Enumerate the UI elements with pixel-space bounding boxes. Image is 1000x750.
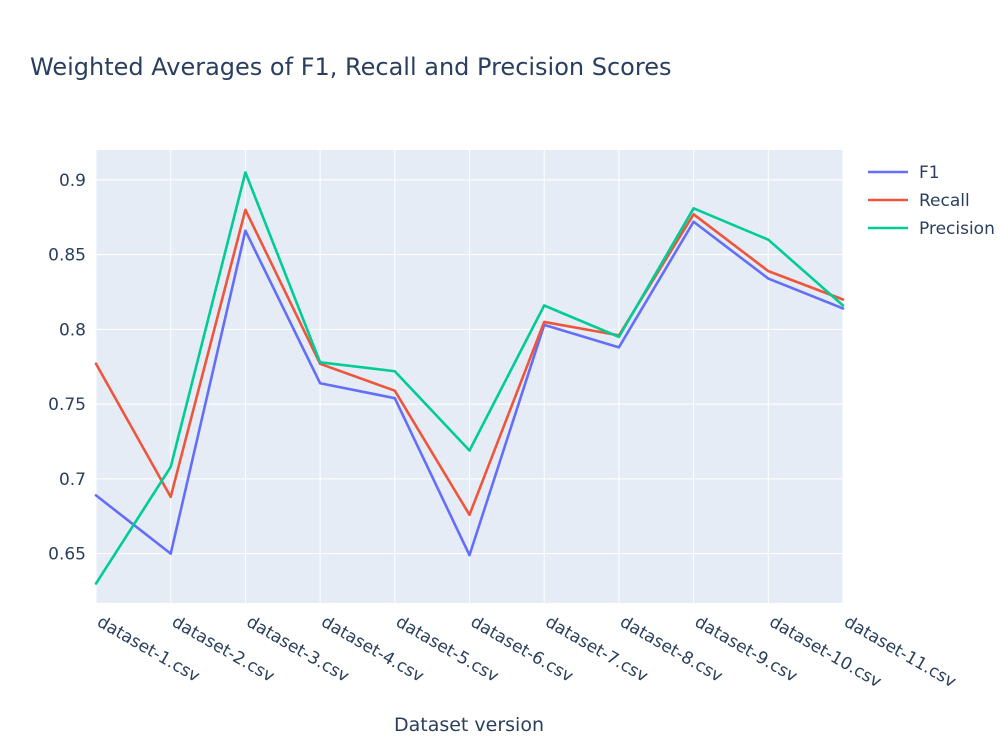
legend-label: Recall [919, 191, 970, 211]
series-line-recall[interactable] [94, 208, 845, 517]
x-axis-ticks: dataset-1.csvdataset-2.csvdataset-3.csvd… [94, 612, 960, 692]
legend-label: Precision [919, 219, 995, 239]
legend-item-f1[interactable]: F1 [868, 163, 940, 183]
chart-title: Weighted Averages of F1, Recall and Prec… [30, 53, 671, 81]
y-tick-label: 0.8 [59, 320, 86, 340]
y-axis-ticks: 0.65 0.7 0.75 0.8 0.85 0.9 [48, 171, 86, 565]
series-line-f1[interactable] [94, 220, 845, 557]
series-line-precision[interactable] [94, 171, 845, 585]
x-axis-title: Dataset version [394, 714, 544, 736]
y-tick-label: 0.65 [48, 545, 86, 565]
y-tick-label: 0.75 [48, 395, 86, 415]
grid-lines [95, 150, 844, 603]
y-tick-label: 0.85 [48, 246, 86, 266]
y-tick-label: 0.9 [59, 171, 86, 191]
legend-label: F1 [919, 163, 940, 183]
legend-item-precision[interactable]: Precision [868, 219, 995, 239]
series-lines [94, 171, 845, 585]
legend-item-recall[interactable]: Recall [868, 191, 970, 211]
y-tick-label: 0.7 [59, 470, 86, 490]
legend[interactable]: F1 Recall Precision [868, 163, 995, 239]
